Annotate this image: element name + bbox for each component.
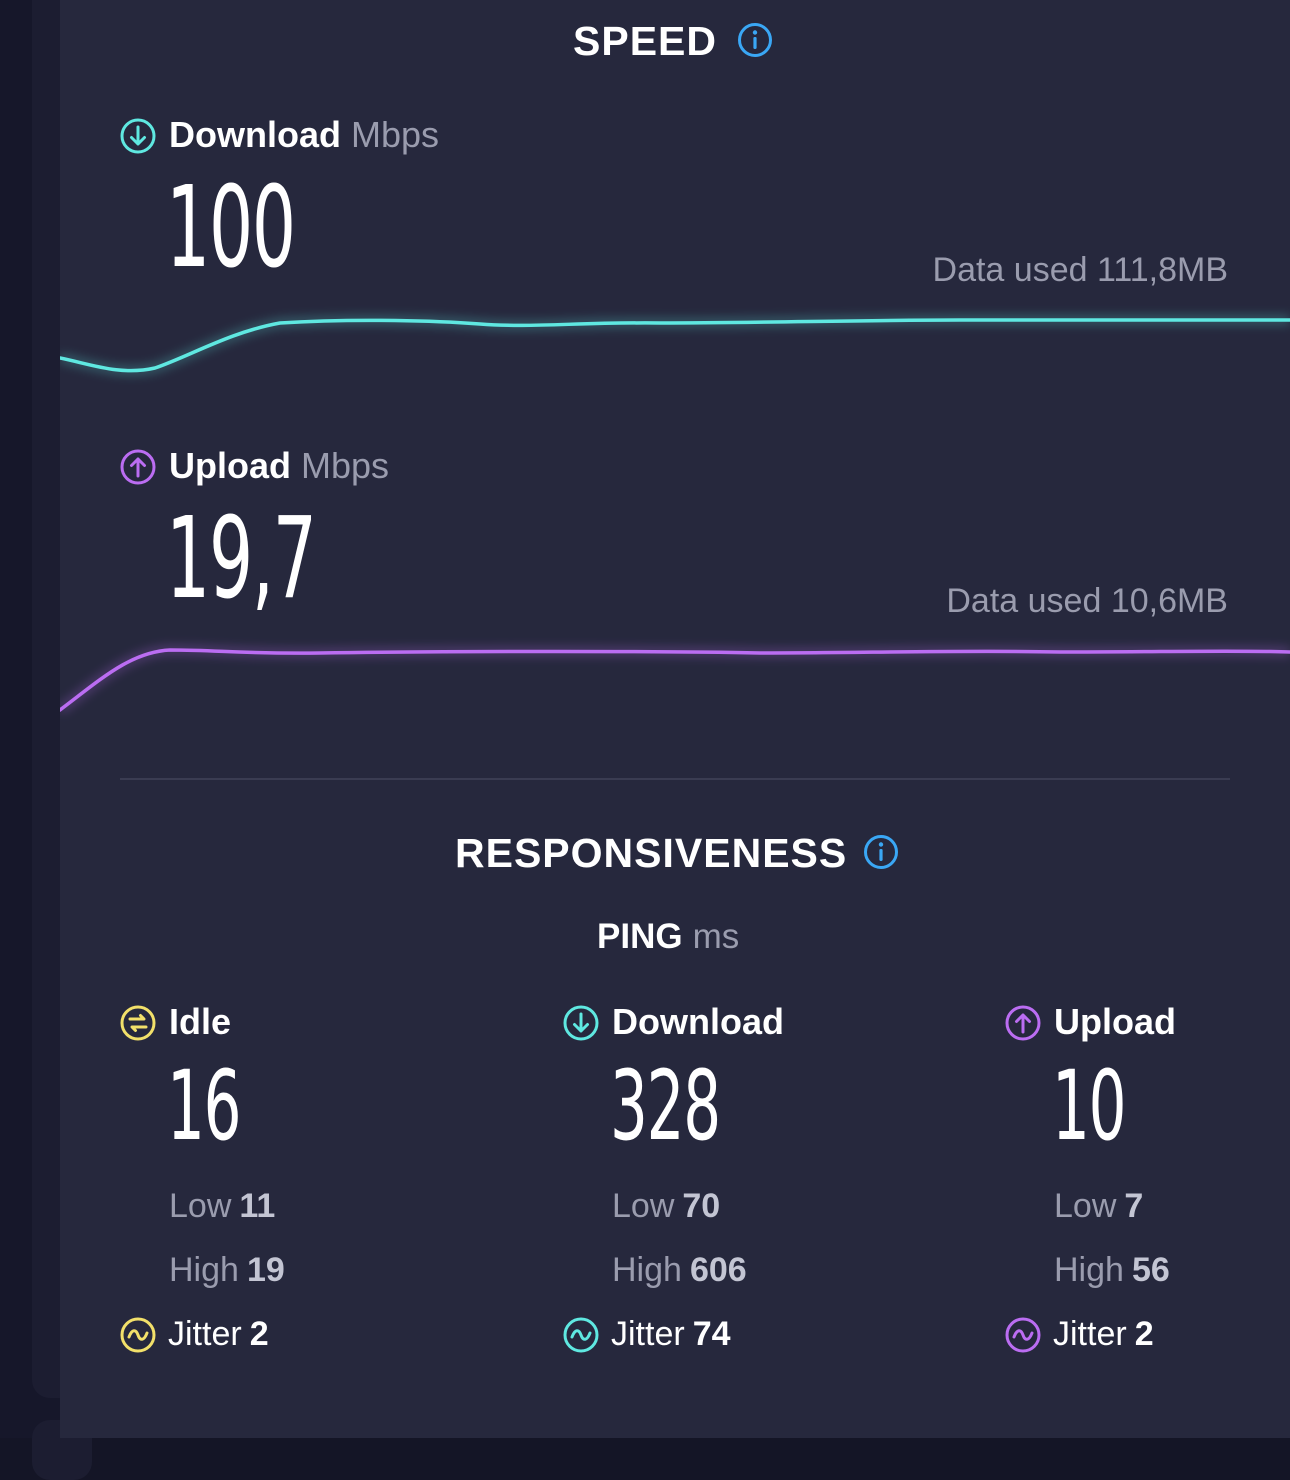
arrow-up-circle-icon: [120, 449, 156, 485]
high-label: High: [169, 1251, 239, 1289]
ping-unit: ms: [692, 917, 740, 956]
high-value: 19: [246, 1251, 285, 1289]
download-ping-value: 328: [610, 1050, 721, 1162]
upload-unit: Mbps: [301, 445, 390, 486]
background-sidebar: [0, 0, 92, 1480]
download-label: Download: [169, 114, 341, 155]
download-speed-label: Download Mbps: [169, 114, 439, 156]
idle-label: Idle: [169, 1001, 232, 1042]
jitter-label: Jitter: [611, 1315, 685, 1353]
jitter-value: 2: [249, 1315, 269, 1353]
download-high: High 606: [612, 1251, 747, 1290]
jitter-icon: [563, 1317, 599, 1353]
upload-speed-label: Upload Mbps: [169, 445, 389, 487]
arrow-up-circle-icon: [1005, 1005, 1041, 1041]
info-icon[interactable]: [863, 834, 899, 870]
responsiveness-section-title: RESPONSIVENESS: [455, 830, 848, 876]
upload-speed-value: 19,7: [166, 494, 317, 624]
jitter-icon: [1005, 1317, 1041, 1353]
speed-section-title: SPEED: [573, 18, 717, 64]
low-value: 70: [682, 1187, 721, 1225]
idle-low: Low 11: [169, 1187, 275, 1226]
ping-title: PING ms: [597, 917, 739, 957]
speed-test-results-panel: [60, 0, 1290, 1438]
arrow-down-circle-icon: [120, 118, 156, 154]
low-value: 11: [239, 1187, 276, 1225]
jitter-label: Jitter: [168, 1315, 242, 1353]
download-jitter: Jitter 74: [611, 1315, 731, 1354]
section-divider: [120, 778, 1230, 780]
high-value: 56: [1131, 1251, 1170, 1289]
high-value: 606: [689, 1251, 747, 1289]
low-label: Low: [612, 1187, 675, 1225]
upload-low: Low 7: [1054, 1187, 1143, 1226]
upload-speed-graph: [60, 644, 1290, 714]
download-speed-value: 100: [166, 163, 296, 293]
upload-data-used: Data used 10,6MB: [946, 582, 1228, 620]
high-label: High: [1054, 1251, 1124, 1289]
upload-ping-label: Upload: [1054, 1001, 1176, 1042]
low-label: Low: [169, 1187, 232, 1225]
idle-icon: [120, 1005, 156, 1041]
jitter-label: Jitter: [1053, 1315, 1127, 1353]
jitter-icon: [120, 1317, 156, 1353]
download-ping-label: Download: [612, 1001, 784, 1042]
download-low: Low 70: [612, 1187, 720, 1226]
upload-high: High 56: [1054, 1251, 1170, 1290]
upload-ping-value: 10: [1052, 1050, 1126, 1162]
arrow-down-circle-icon: [563, 1005, 599, 1041]
download-data-used: Data used 111,8MB: [932, 251, 1228, 289]
upload-jitter: Jitter 2: [1053, 1315, 1154, 1354]
low-label: Low: [1054, 1187, 1117, 1225]
jitter-value: 74: [692, 1315, 731, 1353]
idle-high: High 19: [169, 1251, 285, 1290]
jitter-value: 2: [1134, 1315, 1154, 1353]
low-value: 7: [1124, 1187, 1144, 1225]
idle-jitter: Jitter 2: [168, 1315, 269, 1354]
idle-ping-value: 16: [167, 1050, 241, 1162]
info-icon[interactable]: [737, 22, 773, 58]
ping-label: PING: [597, 917, 683, 956]
download-speed-graph: [60, 315, 1290, 376]
download-unit: Mbps: [350, 114, 440, 155]
high-label: High: [612, 1251, 682, 1289]
upload-label: Upload: [169, 445, 291, 486]
